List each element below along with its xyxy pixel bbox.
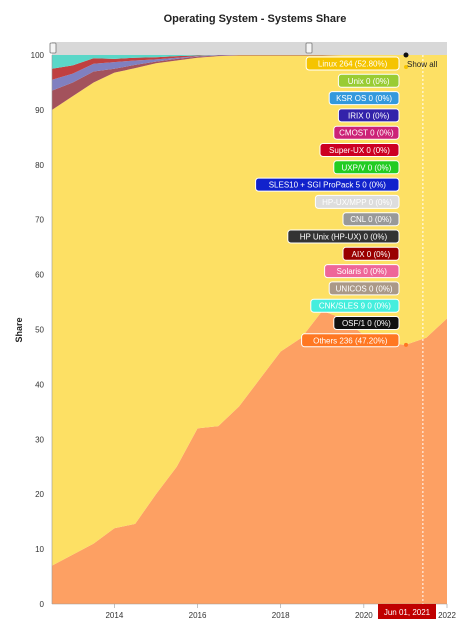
area-series-1 [52, 310, 447, 604]
tooltip-item-label: HP-UX/MPP 0 (0%) [322, 198, 392, 207]
x-tick-label: 2022 [438, 611, 456, 620]
tooltip-item: CNL 0 (0%) [342, 212, 400, 227]
tooltip-item-background [301, 333, 400, 348]
tooltip-item: IRIX 0 (0%) [337, 108, 400, 123]
scroller-handle-right[interactable] [305, 42, 313, 54]
y-axis: 0 10 20 30 40 50 60 70 80 90 100 [31, 51, 53, 609]
tooltip-others-dot [404, 342, 408, 347]
tooltip-item-background [255, 177, 400, 192]
scroller-handle-left[interactable] [49, 42, 57, 54]
tooltip-item: KSR OS 0 (0%) [328, 91, 400, 106]
x-tick-label: 2018 [272, 611, 290, 620]
y-tick-label: 60 [35, 271, 44, 280]
tooltip-item: CMOST 0 (0%) [333, 125, 400, 140]
tooltip-item-background [333, 160, 400, 175]
y-tick-label: 30 [35, 435, 44, 444]
tooltip-item: AIX 0 (0%) [342, 246, 400, 261]
tooltip-item-label: Others 236 (47.20%) [313, 336, 388, 345]
tooltip-item: Others 236 (47.20%) [301, 333, 400, 348]
tooltip-item: Super-UX 0 (0%) [319, 143, 400, 157]
y-tick-label: 100 [31, 51, 45, 60]
tooltip-item: Solaris 0 (0%) [324, 264, 400, 279]
area-series-6 [52, 55, 447, 69]
y-tick-label: 20 [35, 490, 44, 499]
scroller-track[interactable] [52, 42, 447, 55]
y-tick-label: 50 [35, 326, 44, 335]
tooltip-item: OSF/1 0 (0%) [333, 316, 400, 330]
tooltip-item: CNK/SLES 9 0 (0%) [310, 298, 400, 313]
tooltip-item-background [342, 246, 400, 261]
tooltip: Linux 264 (52.80%) Unix 0 (0%) KSR OS 0 (0… [255, 56, 408, 348]
tooltip-item-background [333, 125, 400, 140]
date-box [378, 604, 436, 619]
tooltip-item-background [287, 229, 400, 244]
tooltip-item-label: SLES10 + SGI ProPack 5 0 (0%) [269, 181, 387, 190]
tooltip-item-label: KSR OS 0 (0%) [336, 94, 392, 103]
tooltip-item: HP Unix (HP-UX) 0 (0%) [287, 229, 400, 244]
y-tick-label: 70 [35, 216, 44, 225]
tooltip-item-background [342, 212, 400, 227]
tooltip-item: SLES10 + SGI ProPack 5 0 (0%) [255, 177, 400, 192]
tooltip-item-background [324, 264, 400, 279]
date-box-label: Jun 01, 2021 [384, 608, 431, 617]
x-tick-label: 2016 [189, 611, 207, 620]
tooltip-item-label: UNICOS 0 (0%) [336, 284, 393, 293]
tooltip-item-background [328, 281, 400, 296]
tooltip-item: Unix 0 (0%) [337, 73, 400, 88]
y-tick-label: 40 [35, 380, 44, 389]
tooltip-item-background [337, 73, 400, 88]
tooltip-item-label: IRIX 0 (0%) [348, 111, 390, 120]
y-tick-label: 10 [35, 545, 44, 554]
tooltip-item-label: OSF/1 0 (0%) [342, 319, 391, 328]
tooltip-item-label: Super-UX 0 (0%) [329, 146, 390, 155]
x-tick-label: 2020 [355, 611, 373, 620]
tooltip-item: UXP/V 0 (0%) [333, 160, 400, 175]
tooltip-item-label: HP Unix (HP-UX) 0 (0%) [300, 233, 388, 242]
tooltip-item-label: Linux 264 (52.80%) [318, 60, 388, 69]
chart-title: Operating System - Systems Share [164, 13, 347, 25]
tooltip-item: UNICOS 0 (0%) [328, 281, 400, 296]
tooltip-item-background [319, 143, 400, 157]
x-tick-label: 2014 [105, 611, 123, 620]
tooltip-item-background [310, 298, 400, 313]
tooltip-item-background [328, 91, 400, 106]
y-tick-label: 90 [35, 106, 44, 115]
y-tick-label: 80 [35, 161, 44, 170]
tooltip-item-label: Solaris 0 (0%) [337, 267, 388, 276]
y-tick-label: 0 [40, 600, 45, 609]
y-axis-label: Share [14, 317, 24, 342]
tooltip-item: HP-UX/MPP 0 (0%) [314, 194, 400, 209]
tooltip-item-background [314, 194, 400, 209]
tooltip-item-label: UXP/V 0 (0%) [342, 163, 392, 172]
tooltip-item-label: Unix 0 (0%) [348, 77, 390, 86]
tooltip-item-label: CNK/SLES 9 0 (0%) [319, 302, 391, 311]
tooltip-item: Linux 264 (52.80%) [305, 56, 400, 71]
tooltip-item-background [333, 316, 400, 330]
tooltip-item-background [337, 108, 400, 123]
tooltip-item-background [305, 56, 400, 71]
show-all-dot-icon[interactable] [403, 52, 409, 58]
tooltip-item-label: CNL 0 (0%) [350, 215, 392, 224]
tooltip-item-label: CMOST 0 (0%) [339, 129, 394, 138]
show-all-toggle[interactable]: Show all [407, 60, 437, 69]
tooltip-linux-dot [404, 65, 408, 69]
tooltip-item-label: AIX 0 (0%) [352, 250, 391, 259]
